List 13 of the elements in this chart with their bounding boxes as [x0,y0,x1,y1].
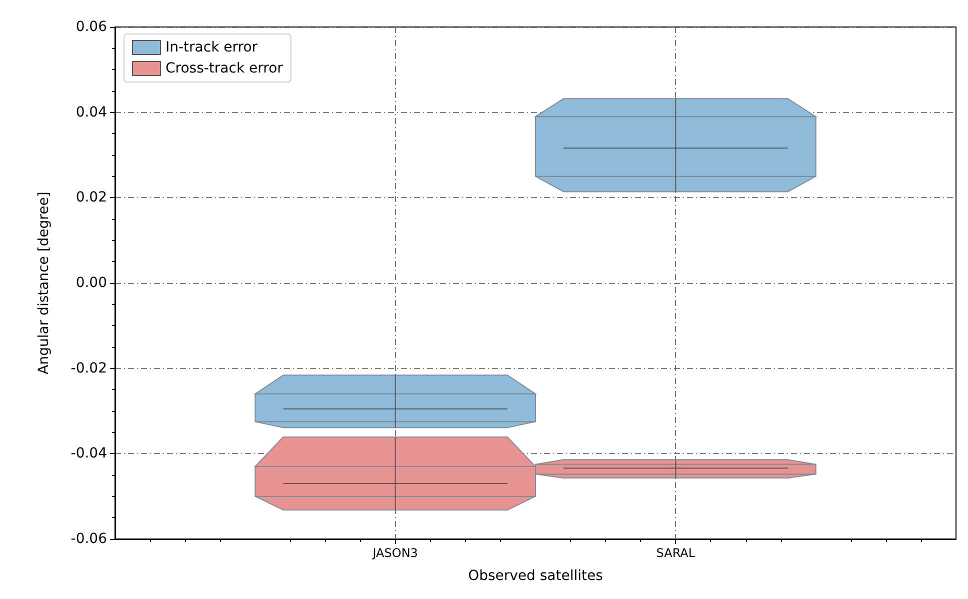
y-tick-label: 0.04 [76,104,108,120]
x-axis-title: Observed satellites [468,568,603,584]
y-tick-label: 0.06 [76,19,108,35]
x-tick-label: SARAL [656,546,696,560]
y-axis-title: Angular distance [degree] [36,192,52,374]
x-tick-label: JASON3 [372,546,418,560]
legend-label: In-track error [166,40,258,56]
y-tick-label: 0.02 [76,190,107,206]
y-tick-label: -0.04 [70,446,108,462]
y-tick-label: 0.00 [76,275,107,291]
legend-label: Cross-track error [166,60,284,76]
y-tick-label: -0.02 [70,360,107,376]
y-tick-label: -0.06 [70,531,108,547]
